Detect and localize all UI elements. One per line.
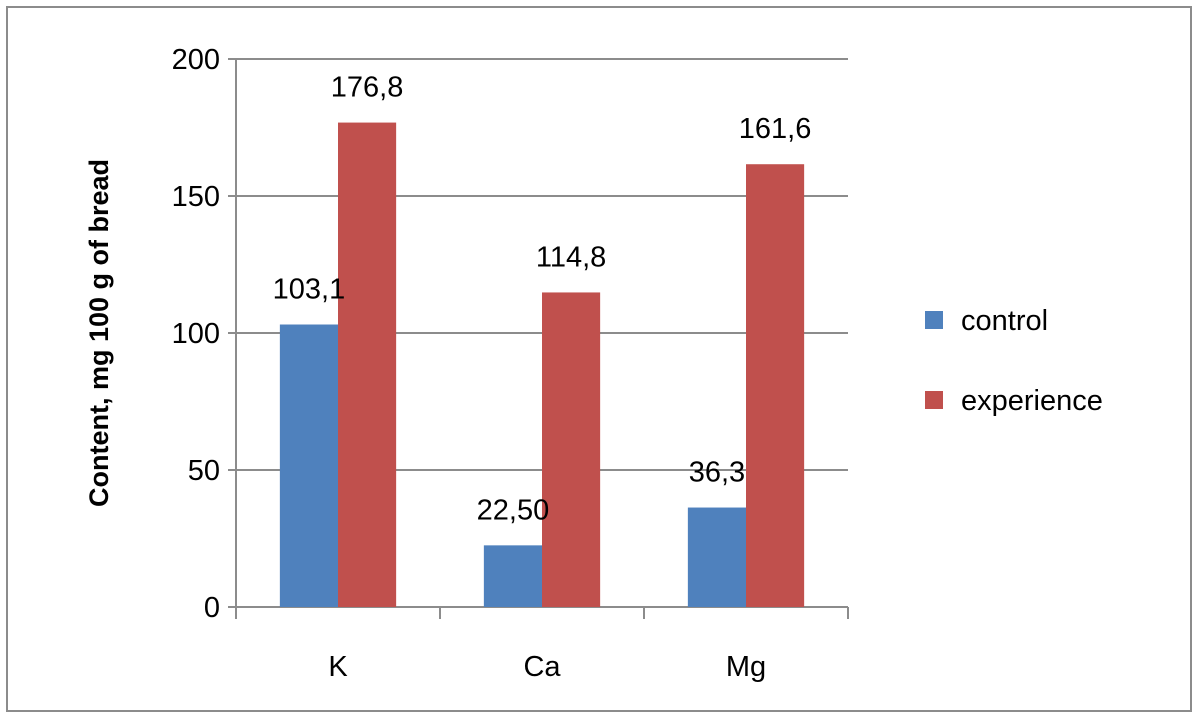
bar-control-k <box>279 324 338 607</box>
y-tick-label: 200 <box>172 44 220 76</box>
data-label-control-mg: 36,3 <box>689 457 745 489</box>
bar-experience-ca <box>542 292 601 607</box>
y-tick-label: 150 <box>172 181 220 213</box>
data-label-experience-k: 176,8 <box>331 72 404 104</box>
data-label-control-k: 103,1 <box>273 274 346 306</box>
y-axis-label: Content, mg 100 g of bread <box>84 159 114 507</box>
bar-control-ca <box>483 545 542 607</box>
legend-swatch-control <box>925 311 943 329</box>
y-tick-label: 50 <box>188 455 220 487</box>
data-label-experience-ca: 114,8 <box>536 241 606 273</box>
legend-label-control: control <box>961 305 1048 337</box>
bar-experience-k <box>338 122 397 608</box>
x-tick-label-k: K <box>328 651 348 683</box>
data-label-control-ca: 22,50 <box>477 494 550 526</box>
bar-control-mg <box>687 507 746 607</box>
tick-labels: 0 50 100 150 200 K Ca Mg <box>172 44 767 683</box>
x-tick-label-mg: Mg <box>726 651 766 683</box>
legend-swatch-experience <box>925 391 943 409</box>
y-tick-label: 0 <box>204 592 220 624</box>
bars <box>279 122 805 608</box>
legend-label-experience: experience <box>961 385 1103 417</box>
y-tick-label: 100 <box>172 318 220 350</box>
x-tick-label-ca: Ca <box>523 651 561 683</box>
data-label-experience-mg: 161,6 <box>739 113 812 145</box>
data-labels: 103,1 176,8 22,50 114,8 36,3 161,6 <box>273 72 812 527</box>
bar-experience-mg <box>746 164 805 607</box>
legend: control experience <box>925 305 1103 417</box>
